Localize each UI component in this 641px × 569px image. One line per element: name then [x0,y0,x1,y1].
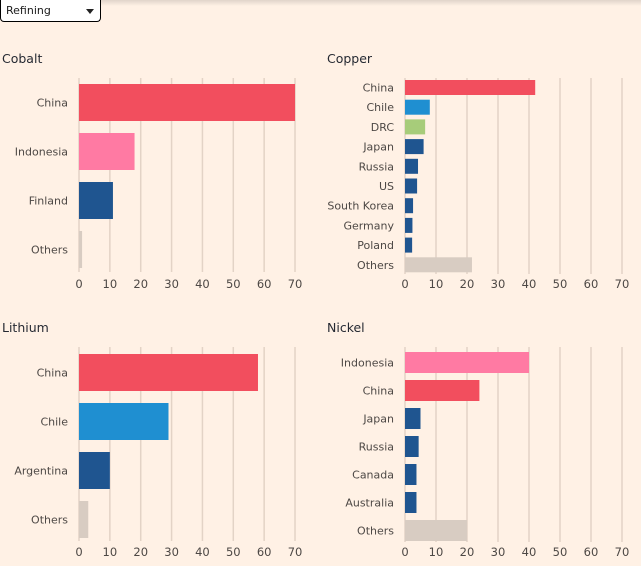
x-tick-label: 60 [257,545,272,559]
category-label: Russia [359,160,394,173]
x-tick-label: 60 [584,277,599,291]
bar-poland [405,237,413,253]
category-label: South Korea [327,200,394,213]
x-tick-label: 70 [615,545,630,559]
category-label: DRC [371,121,395,134]
x-tick-label: 70 [288,277,303,291]
bar-japan [405,408,421,429]
bar-finland [79,182,113,219]
category-label: Australia [345,497,394,510]
category-label: Indonesia [341,357,394,370]
category-label: China [363,82,394,95]
x-tick-label: 30 [491,277,506,291]
x-tick-label: 0 [75,277,82,291]
category-label: Canada [352,469,394,482]
x-tick-label: 40 [195,545,210,559]
x-tick-label: 10 [429,277,444,291]
x-tick-label: 0 [401,545,408,559]
x-tick-label: 70 [615,277,630,291]
category-label: Finland [29,195,68,208]
bar-chile [405,99,430,115]
x-tick-label: 60 [257,277,272,291]
bar-china [79,354,258,391]
x-tick-label: 50 [226,277,241,291]
category-label: Argentina [14,465,68,478]
category-label: Chile [366,101,394,114]
bar-germany [405,217,413,233]
x-tick-label: 50 [553,545,568,559]
bar-australia [405,492,417,513]
x-tick-label: 50 [226,545,241,559]
bar-others [79,231,83,268]
x-tick-label: 10 [103,545,118,559]
bar-russia [405,436,419,457]
page-bottom-edge [0,566,641,569]
x-tick-label: 40 [195,277,210,291]
bar-others [79,501,89,538]
bar-canada [405,464,417,485]
category-label: Germany [343,219,394,232]
bar-south-korea [405,198,414,214]
x-tick-label: 20 [133,277,148,291]
bar-china [405,80,536,95]
x-tick-label: 20 [460,545,475,559]
x-tick-label: 40 [522,277,537,291]
category-label: China [37,97,68,110]
bar-us [405,178,418,194]
x-tick-label: 60 [584,545,599,559]
x-tick-label: 10 [429,545,444,559]
x-tick-label: 30 [491,545,506,559]
category-label: Others [357,525,394,538]
bar-indonesia [79,133,135,170]
chart-title-cobalt: Cobalt [2,51,43,66]
category-label: Russia [359,441,394,454]
x-tick-label: 0 [75,545,82,559]
bar-chile [79,403,169,440]
category-label: Indonesia [15,146,68,159]
category-label: Japan [362,141,394,154]
category-label: Others [31,244,68,257]
category-label: Others [357,259,394,272]
category-label: Chile [40,416,68,429]
x-tick-label: 30 [164,545,179,559]
chart-title-lithium: Lithium [2,320,49,335]
x-tick-label: 20 [460,277,475,291]
top-shadow [0,0,641,6]
bar-others [405,520,467,541]
category-label: Japan [362,413,394,426]
stage-select-dropdown[interactable]: Refining [0,0,101,22]
category-label: Others [31,514,68,527]
x-tick-label: 50 [553,277,568,291]
bar-drc [405,119,426,135]
bar-japan [405,139,424,155]
bar-argentina [79,452,110,489]
category-label: Poland [357,239,394,252]
category-label: China [363,385,394,398]
bar-china [405,380,480,401]
chart-title-copper: Copper [327,51,373,66]
x-tick-label: 40 [522,545,537,559]
bar-others [405,257,472,273]
x-tick-label: 30 [164,277,179,291]
x-tick-label: 0 [401,277,408,291]
bar-china [79,84,296,121]
category-label: US [379,180,394,193]
category-label: China [37,367,68,380]
x-tick-label: 70 [288,545,303,559]
bar-indonesia [405,352,529,373]
stage-select-value: Refining [6,4,51,17]
x-tick-label: 20 [133,545,148,559]
x-tick-label: 10 [103,277,118,291]
chart-title-nickel: Nickel [327,320,365,335]
chevron-down-icon [86,9,94,14]
bar-russia [405,158,419,174]
